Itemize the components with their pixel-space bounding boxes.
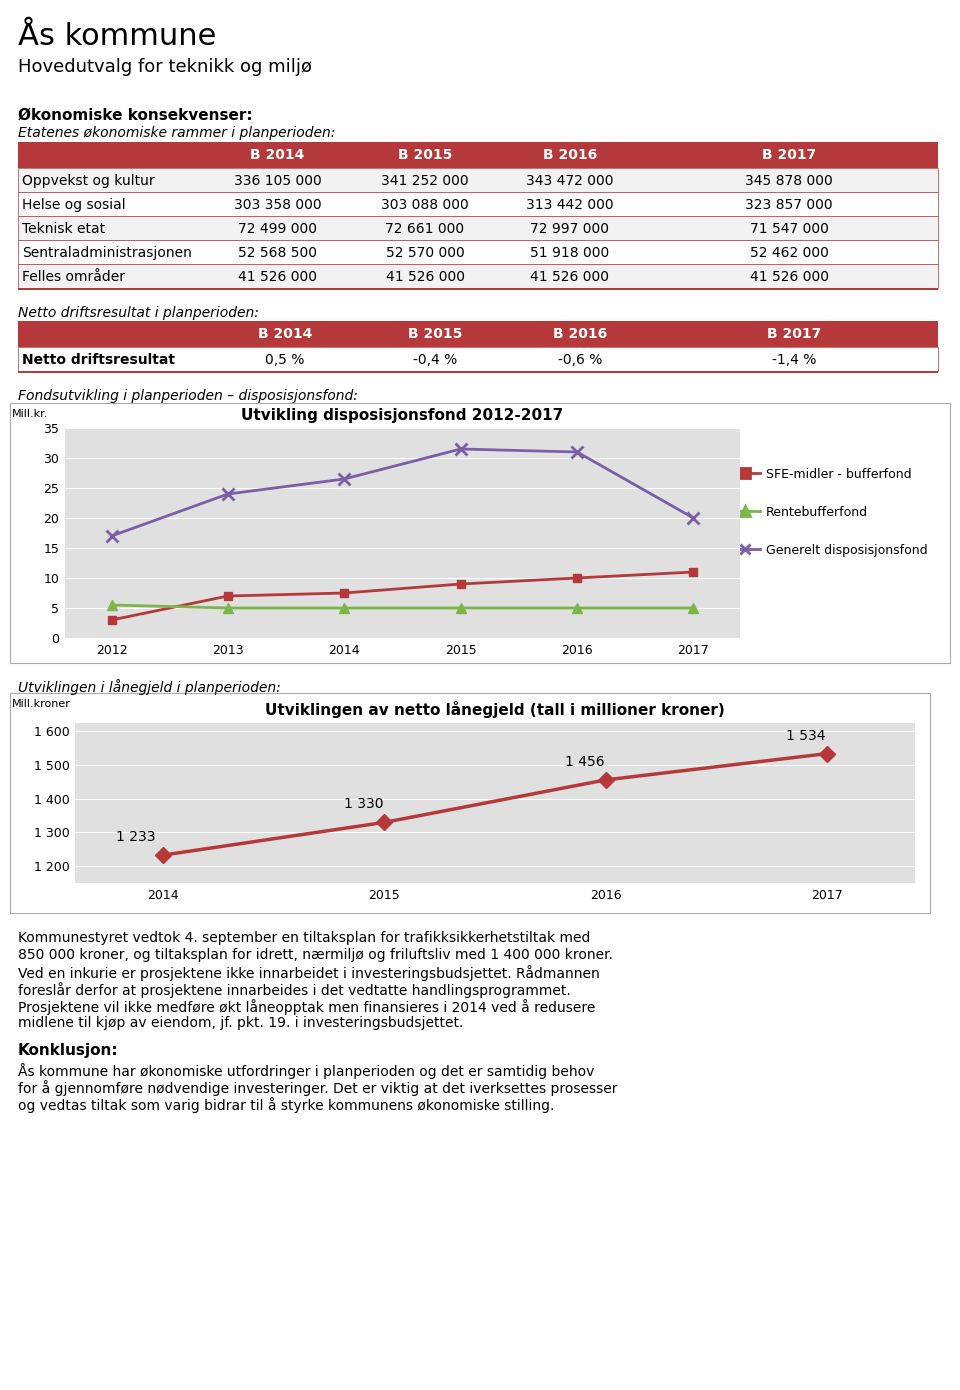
- Text: -1,4 %: -1,4 %: [772, 353, 816, 367]
- Text: Kommunestyret vedtok 4. september en tiltaksplan for trafikksikkerhetstiltak med: Kommunestyret vedtok 4. september en til…: [18, 931, 590, 945]
- Text: Mill.kroner: Mill.kroner: [12, 699, 71, 709]
- Text: -0,6 %: -0,6 %: [558, 353, 602, 367]
- Text: Hovedutvalg for teknikk og miljø: Hovedutvalg for teknikk og miljø: [18, 58, 312, 76]
- Text: Teknisk etat: Teknisk etat: [22, 222, 106, 236]
- Text: 303 088 000: 303 088 000: [381, 197, 468, 213]
- Text: 336 105 000: 336 105 000: [233, 174, 322, 188]
- Bar: [18, 264, 938, 288]
- Text: Felles områder: Felles områder: [22, 270, 125, 284]
- Text: 0,5 %: 0,5 %: [265, 353, 304, 367]
- Text: B 2016: B 2016: [542, 147, 597, 163]
- Text: Sentraladministrasjonen: Sentraladministrasjonen: [22, 246, 192, 260]
- Text: 52 570 000: 52 570 000: [386, 246, 465, 260]
- Text: Generelt disposisjonsfond: Generelt disposisjonsfond: [766, 543, 927, 557]
- Text: SFE-midler - bufferfond: SFE-midler - bufferfond: [766, 468, 912, 481]
- Text: Fondsutvikling i planperioden – disposisjonsfond:: Fondsutvikling i planperioden – disposis…: [18, 389, 358, 403]
- Text: 1 330: 1 330: [344, 798, 383, 812]
- Bar: [18, 321, 938, 348]
- Text: 72 661 000: 72 661 000: [385, 222, 465, 236]
- Text: B 2015: B 2015: [408, 327, 462, 341]
- Text: Helse og sosial: Helse og sosial: [22, 197, 126, 213]
- Text: Prosjektene vil ikke medføre økt låneopptak men finansieres i 2014 ved å reduser: Prosjektene vil ikke medføre økt låneopp…: [18, 999, 595, 1015]
- Text: Ås kommune: Ås kommune: [18, 22, 216, 51]
- Text: 41 526 000: 41 526 000: [386, 270, 465, 284]
- Text: B 2014: B 2014: [258, 327, 312, 341]
- Text: Ved en inkurie er prosjektene ikke innarbeidet i investeringsbudsjettet. Rådmann: Ved en inkurie er prosjektene ikke innar…: [18, 965, 600, 981]
- Text: -0,4 %: -0,4 %: [413, 353, 457, 367]
- Text: Ås kommune har økonomiske utfordringer i planperioden og det er samtidig behov: Ås kommune har økonomiske utfordringer i…: [18, 1063, 594, 1079]
- Bar: [18, 371, 938, 373]
- Text: Etatenes økonomiske rammer i planperioden:: Etatenes økonomiske rammer i planperiode…: [18, 126, 335, 140]
- Text: 323 857 000: 323 857 000: [745, 197, 833, 213]
- Text: Netto driftsresultat i planperioden:: Netto driftsresultat i planperioden:: [18, 306, 259, 320]
- Text: Utviklingen i lånegjeld i planperioden:: Utviklingen i lånegjeld i planperioden:: [18, 678, 280, 695]
- Text: 52 568 500: 52 568 500: [238, 246, 317, 260]
- Text: 1 456: 1 456: [564, 755, 605, 769]
- Text: 52 462 000: 52 462 000: [750, 246, 828, 260]
- Title: Utvikling disposisjonsfond 2012-2017: Utvikling disposisjonsfond 2012-2017: [241, 407, 564, 423]
- Text: foreslår derfor at prosjektene innarbeides i det vedtatte handlingsprogrammet.: foreslår derfor at prosjektene innarbeid…: [18, 981, 571, 998]
- Text: Oppvekst og kultur: Oppvekst og kultur: [22, 174, 155, 188]
- Bar: [18, 142, 938, 168]
- Bar: [18, 288, 938, 289]
- Text: 72 499 000: 72 499 000: [238, 222, 317, 236]
- Text: 51 918 000: 51 918 000: [530, 246, 610, 260]
- Text: B 2014: B 2014: [251, 147, 304, 163]
- Text: Netto driftsresultat: Netto driftsresultat: [22, 353, 175, 367]
- Bar: [18, 192, 938, 215]
- Text: 343 472 000: 343 472 000: [526, 174, 613, 188]
- Text: 41 526 000: 41 526 000: [750, 270, 828, 284]
- Text: 41 526 000: 41 526 000: [531, 270, 610, 284]
- Text: Økonomiske konsekvenser:: Økonomiske konsekvenser:: [18, 108, 252, 122]
- Title: Utviklingen av netto lånegjeld (tall i millioner kroner): Utviklingen av netto lånegjeld (tall i m…: [265, 701, 725, 717]
- Text: og vedtas tiltak som varig bidrar til å styrke kommunens økonomiske stilling.: og vedtas tiltak som varig bidrar til å …: [18, 1097, 554, 1113]
- Bar: [18, 348, 938, 371]
- Bar: [10, 694, 930, 913]
- Text: midlene til kjøp av eiendom, jf. pkt. 19. i investeringsbudsjettet.: midlene til kjøp av eiendom, jf. pkt. 19…: [18, 1016, 464, 1030]
- Text: 345 878 000: 345 878 000: [745, 174, 833, 188]
- Text: B 2015: B 2015: [397, 147, 452, 163]
- Text: 850 000 kroner, og tiltaksplan for idrett, nærmiljø og friluftsliv med 1 400 000: 850 000 kroner, og tiltaksplan for idret…: [18, 948, 613, 962]
- Text: 341 252 000: 341 252 000: [381, 174, 468, 188]
- Text: for å gjennomføre nødvendige investeringer. Det er viktig at det iverksettes pro: for å gjennomføre nødvendige investering…: [18, 1080, 617, 1095]
- Text: 72 997 000: 72 997 000: [531, 222, 610, 236]
- Text: 1 233: 1 233: [116, 830, 156, 844]
- Text: 313 442 000: 313 442 000: [526, 197, 613, 213]
- Text: Konklusjon:: Konklusjon:: [18, 1042, 119, 1058]
- Text: B 2017: B 2017: [767, 327, 821, 341]
- Bar: [18, 215, 938, 240]
- Bar: [18, 240, 938, 264]
- Bar: [10, 403, 950, 663]
- Text: 71 547 000: 71 547 000: [750, 222, 828, 236]
- Text: 1 534: 1 534: [786, 728, 826, 742]
- Text: B 2016: B 2016: [553, 327, 607, 341]
- Text: 41 526 000: 41 526 000: [238, 270, 317, 284]
- Text: 303 358 000: 303 358 000: [233, 197, 322, 213]
- Text: Mill.kr.: Mill.kr.: [12, 409, 48, 418]
- Bar: [18, 168, 938, 192]
- Text: B 2017: B 2017: [762, 147, 816, 163]
- Text: Rentebufferfond: Rentebufferfond: [766, 506, 868, 518]
